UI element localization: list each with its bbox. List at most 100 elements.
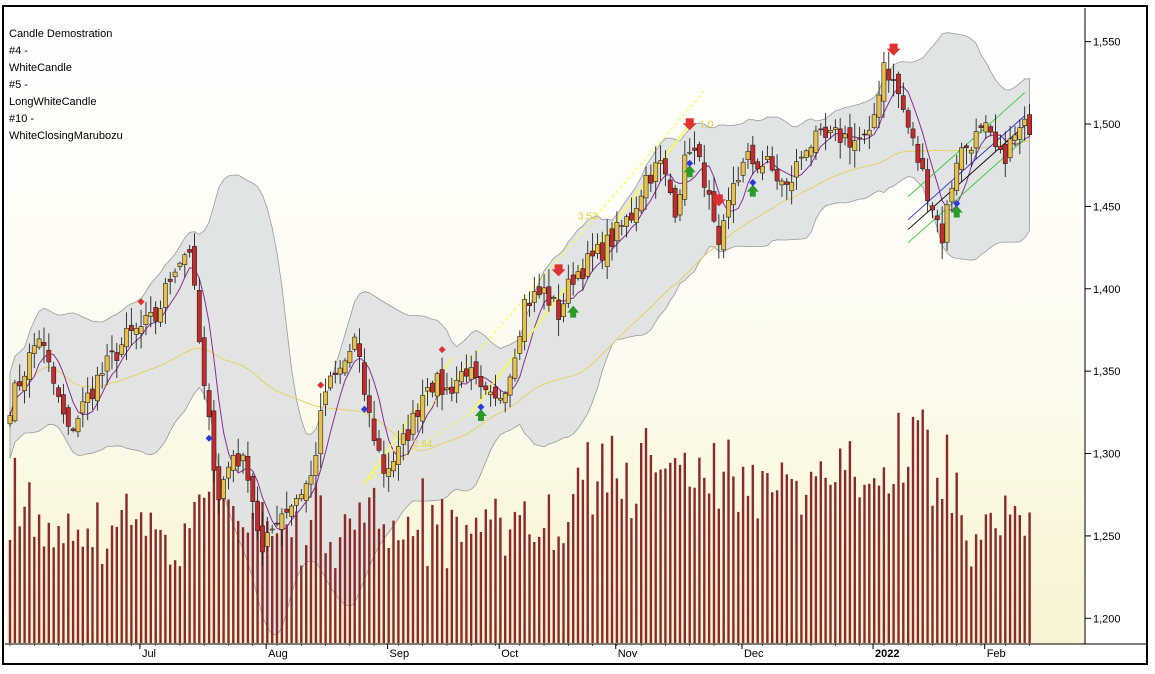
- candle-body: [167, 278, 173, 282]
- candle-body: [109, 350, 115, 353]
- candle: [459, 361, 464, 388]
- candle-body: [468, 367, 474, 380]
- volume-bar: [790, 479, 793, 643]
- volume-bar: [795, 480, 798, 643]
- candle-body: [434, 373, 440, 397]
- candle: [628, 197, 634, 224]
- candle: [764, 145, 770, 164]
- candle-body: [129, 324, 134, 331]
- candle: [876, 80, 882, 129]
- volume-bar: [907, 466, 910, 643]
- candle-body: [794, 161, 799, 178]
- candle-body: [1012, 134, 1018, 141]
- candle: [740, 157, 746, 183]
- candle: [352, 333, 358, 352]
- volume-bar: [538, 536, 541, 643]
- candle: [624, 214, 629, 238]
- candle-body: [716, 225, 722, 245]
- candle: [99, 362, 105, 389]
- candle-body: [614, 222, 620, 242]
- candle: [230, 450, 236, 483]
- candle: [245, 441, 251, 493]
- volume-bar: [130, 524, 133, 643]
- candle: [638, 189, 644, 214]
- candle-body: [755, 161, 761, 170]
- candle: [726, 187, 731, 230]
- candle: [760, 150, 765, 181]
- volume-bar: [212, 424, 216, 643]
- legend-line: #5 -: [9, 79, 28, 91]
- volume-bar: [819, 461, 822, 643]
- volume-bar: [858, 497, 861, 643]
- volume-bar: [800, 514, 803, 643]
- candle-body: [17, 381, 23, 387]
- volume-bar: [941, 499, 944, 643]
- volume-bar: [139, 512, 143, 643]
- volume-bar: [285, 524, 288, 643]
- volume-bar: [110, 525, 114, 643]
- volume-bar: [241, 527, 245, 643]
- candle: [1002, 131, 1008, 178]
- candle-body: [735, 180, 741, 183]
- volume-bar: [440, 499, 444, 643]
- candle: [891, 63, 896, 97]
- volume-bar: [863, 484, 866, 643]
- candle-body: [318, 410, 324, 455]
- candle: [65, 404, 71, 435]
- candle: [832, 119, 838, 142]
- candle: [235, 438, 241, 472]
- buy-arrow-icon: [474, 408, 487, 421]
- volume-bar: [625, 462, 628, 643]
- volume-bar: [348, 518, 352, 643]
- candle-body: [740, 161, 746, 176]
- candle-body: [934, 215, 940, 220]
- candle: [604, 219, 610, 279]
- candle-body: [177, 262, 183, 267]
- candle: [828, 125, 833, 139]
- volume-bar: [33, 536, 36, 643]
- volume-bar: [717, 508, 720, 643]
- candle-body: [930, 205, 935, 211]
- diamond-marker: [953, 200, 961, 208]
- candle: [896, 71, 901, 108]
- volume-bar: [926, 429, 929, 643]
- candle: [478, 365, 484, 399]
- candle: [163, 278, 168, 324]
- candle-body: [235, 453, 241, 467]
- candle: [36, 330, 42, 350]
- candle-body: [507, 376, 513, 396]
- volume-bar: [411, 536, 415, 643]
- candle: [886, 51, 892, 93]
- volume-bar: [518, 515, 521, 643]
- volume-bar: [542, 528, 546, 643]
- candle: [425, 378, 430, 406]
- volume-bar: [334, 568, 337, 643]
- volume-bar: [698, 457, 701, 643]
- candle-body: [298, 494, 304, 500]
- candle: [104, 343, 110, 385]
- buy-arrow-icon: [567, 305, 580, 318]
- candle-body: [240, 454, 246, 462]
- candle-body: [910, 128, 916, 139]
- volume-bar: [402, 539, 405, 643]
- diamond-marker: [317, 381, 325, 389]
- volume-bar: [809, 471, 813, 643]
- candle: [1007, 125, 1013, 162]
- candle-body: [658, 160, 663, 164]
- volume-bar: [358, 502, 361, 643]
- candle-body: [803, 150, 809, 158]
- candle-body: [896, 73, 901, 95]
- candle: [488, 384, 493, 407]
- volume-bar: [620, 498, 623, 643]
- candle-body: [653, 162, 659, 182]
- volume-bar: [931, 505, 934, 643]
- candle-body: [143, 315, 149, 325]
- candle-body: [920, 158, 926, 170]
- candle: [561, 293, 566, 323]
- volume-bar: [678, 464, 682, 643]
- volume-bar: [392, 520, 395, 643]
- candle: [565, 264, 571, 309]
- volume-bar: [52, 547, 55, 643]
- volume-bar: [984, 514, 988, 643]
- buy-arrow-icon: [746, 184, 759, 197]
